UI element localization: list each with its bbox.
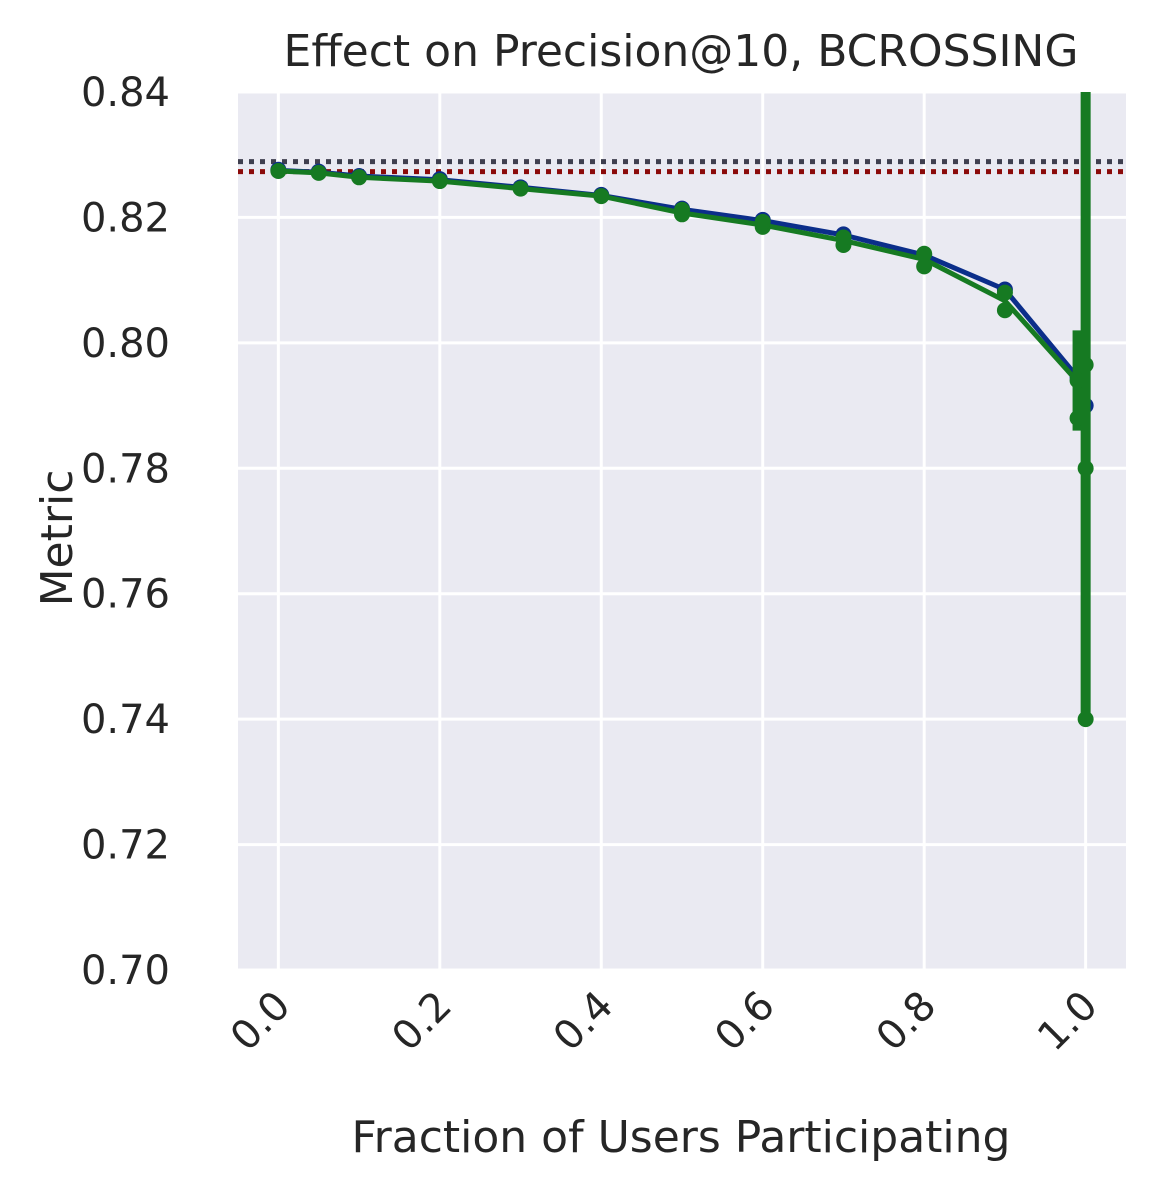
y-tick-label: 0.82 bbox=[81, 195, 170, 241]
data-point bbox=[310, 164, 327, 181]
data-point bbox=[754, 213, 771, 230]
data-point bbox=[512, 180, 529, 197]
data-point bbox=[1077, 711, 1094, 728]
data-point bbox=[996, 284, 1013, 301]
y-tick-label: 0.78 bbox=[81, 446, 170, 492]
data-point bbox=[1069, 372, 1086, 389]
y-tick-label: 0.84 bbox=[81, 70, 170, 116]
series-2 bbox=[270, 92, 1094, 728]
data-point bbox=[916, 245, 933, 262]
plot-background bbox=[238, 92, 1126, 970]
series-layer bbox=[270, 92, 1094, 728]
x-tick-label: 0.8 bbox=[868, 983, 946, 1061]
data-point bbox=[674, 201, 690, 218]
x-tick-label: 1.0 bbox=[1029, 983, 1107, 1061]
x-tick-labels: 0.0 0.2 0.4 0.6 0.8 1.0 bbox=[222, 983, 1107, 1061]
chart-title: Effect on Precision@10, BCROSSING bbox=[284, 26, 1079, 77]
x-tick-label: 0.0 bbox=[222, 983, 300, 1061]
y-tick-labels: 0.70 0.72 0.74 0.76 0.78 0.80 0.82 0.84 bbox=[81, 70, 170, 994]
data-point bbox=[270, 163, 287, 180]
data-point bbox=[1077, 460, 1094, 477]
data-point bbox=[996, 302, 1013, 319]
x-tick-label: 0.2 bbox=[383, 983, 461, 1061]
y-tick-label: 0.76 bbox=[81, 572, 170, 618]
y-tick-label: 0.70 bbox=[81, 948, 170, 994]
reference-lines bbox=[238, 159, 1126, 175]
y-tick-label: 0.74 bbox=[81, 697, 170, 743]
data-point bbox=[1069, 410, 1086, 427]
y-tick-label: 0.72 bbox=[81, 823, 170, 869]
y-tick-label: 0.80 bbox=[81, 321, 170, 367]
data-point bbox=[431, 173, 448, 190]
data-point bbox=[916, 258, 933, 275]
data-point bbox=[835, 229, 852, 246]
x-axis-label: Fraction of Users Participating bbox=[352, 1112, 1011, 1163]
x-tick-label: 0.6 bbox=[706, 983, 784, 1061]
data-point bbox=[593, 188, 610, 205]
data-point bbox=[351, 169, 368, 186]
x-tick-label: 0.4 bbox=[545, 983, 623, 1061]
data-point bbox=[1077, 356, 1094, 373]
y-axis-label: Metric bbox=[32, 470, 83, 607]
